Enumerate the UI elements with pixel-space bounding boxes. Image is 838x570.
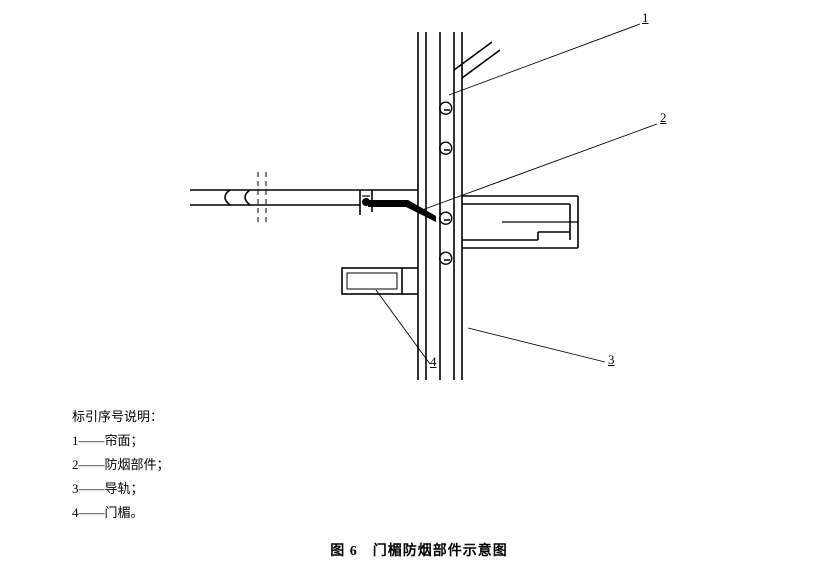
leader-4 <box>376 290 430 364</box>
diagram: 1 2 3 4 <box>130 0 710 405</box>
guide-rail-box <box>462 196 578 248</box>
callout-2: 2 <box>660 110 667 126</box>
leader-1 <box>449 24 640 95</box>
legend-item-2: 2——防烟部件； <box>72 453 170 477</box>
bolt-head <box>362 198 370 206</box>
lintel-box <box>342 268 418 294</box>
page: 1 2 3 4 标引序号说明： 1——帘面； 2——防烟部件； 3——导轨； 4… <box>0 0 838 570</box>
legend-heading: 标引序号说明： <box>72 405 170 429</box>
diagram-svg <box>130 0 710 400</box>
legend-item-3: 3——导轨； <box>72 477 170 501</box>
legend: 标引序号说明： 1——帘面； 2——防烟部件； 3——导轨； 4——门楣。 <box>72 405 170 525</box>
dashed-pair <box>258 172 266 226</box>
leader-3 <box>468 328 605 362</box>
legend-item-4: 4——门楣。 <box>72 501 170 525</box>
legend-item-1: 1——帘面； <box>72 429 170 453</box>
leader-2 <box>422 124 657 210</box>
interlock-curls <box>440 102 452 264</box>
curtain-flap-top <box>454 42 492 70</box>
callout-4: 4 <box>430 354 437 370</box>
curtain-flap-bottom <box>462 50 500 78</box>
figure-caption: 图 6 门楣防烟部件示意图 <box>0 540 838 560</box>
callout-3: 3 <box>608 352 615 368</box>
callout-1: 1 <box>642 10 649 26</box>
